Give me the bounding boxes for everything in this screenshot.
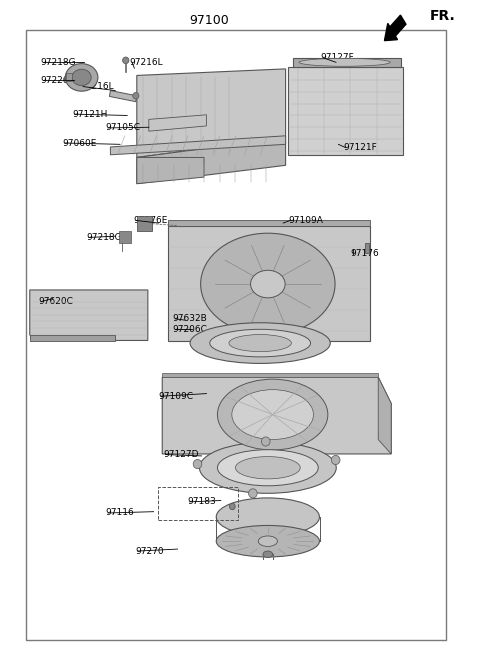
- Ellipse shape: [236, 457, 300, 479]
- Ellipse shape: [217, 379, 328, 450]
- Text: 97127D: 97127D: [163, 450, 199, 459]
- Ellipse shape: [251, 270, 285, 298]
- Ellipse shape: [193, 459, 202, 468]
- Ellipse shape: [190, 323, 330, 363]
- Text: 97109A: 97109A: [288, 216, 323, 225]
- Text: 97105C: 97105C: [106, 123, 141, 133]
- Text: 97121H: 97121H: [72, 110, 108, 119]
- Ellipse shape: [72, 69, 91, 86]
- Ellipse shape: [65, 64, 98, 91]
- Polygon shape: [137, 157, 204, 184]
- Polygon shape: [162, 377, 391, 454]
- Text: 97270: 97270: [135, 546, 164, 556]
- Polygon shape: [162, 373, 378, 377]
- Text: 97632B: 97632B: [173, 314, 207, 323]
- Text: 97127F: 97127F: [321, 53, 354, 62]
- Text: 97216L: 97216L: [130, 58, 163, 67]
- Polygon shape: [168, 220, 370, 226]
- Text: FR.: FR.: [430, 9, 456, 24]
- Ellipse shape: [217, 450, 318, 485]
- Text: 97620C: 97620C: [38, 297, 73, 306]
- Polygon shape: [149, 115, 206, 131]
- FancyArrow shape: [384, 15, 406, 41]
- Ellipse shape: [201, 234, 335, 335]
- Text: 97176E: 97176E: [133, 216, 168, 225]
- Text: 97183: 97183: [187, 497, 216, 506]
- Ellipse shape: [331, 455, 340, 464]
- Text: 97218G: 97218G: [86, 233, 122, 242]
- Polygon shape: [288, 67, 403, 155]
- Polygon shape: [293, 58, 401, 67]
- Ellipse shape: [132, 92, 139, 99]
- Ellipse shape: [258, 536, 277, 546]
- Ellipse shape: [249, 489, 257, 498]
- Text: 97226D: 97226D: [41, 75, 76, 85]
- Text: 97176: 97176: [350, 249, 379, 258]
- Polygon shape: [109, 91, 137, 102]
- Text: 97060E: 97060E: [62, 138, 97, 148]
- Bar: [365, 243, 369, 253]
- Ellipse shape: [299, 58, 390, 66]
- Text: 97121F: 97121F: [343, 143, 377, 152]
- Polygon shape: [168, 226, 370, 341]
- Ellipse shape: [216, 498, 320, 536]
- Ellipse shape: [263, 551, 273, 558]
- Bar: [158, 487, 238, 520]
- Text: 97218G: 97218G: [41, 58, 76, 67]
- Bar: [137, 216, 152, 231]
- Ellipse shape: [216, 525, 320, 557]
- Ellipse shape: [210, 329, 311, 357]
- Polygon shape: [30, 290, 148, 340]
- Text: 97109C: 97109C: [158, 392, 193, 401]
- Ellipse shape: [262, 437, 270, 446]
- Ellipse shape: [232, 390, 313, 440]
- Polygon shape: [378, 377, 391, 454]
- Polygon shape: [66, 73, 72, 81]
- Polygon shape: [137, 138, 286, 184]
- Text: 97216L: 97216L: [81, 82, 114, 91]
- Ellipse shape: [229, 335, 291, 352]
- Text: 97206C: 97206C: [173, 325, 208, 334]
- Ellipse shape: [229, 503, 235, 510]
- Text: 97116: 97116: [106, 508, 134, 518]
- Polygon shape: [110, 136, 286, 155]
- Polygon shape: [30, 335, 115, 341]
- Ellipse shape: [123, 57, 129, 64]
- Bar: [119, 231, 131, 243]
- Ellipse shape: [200, 442, 336, 493]
- Polygon shape: [137, 69, 286, 157]
- Text: 97100: 97100: [189, 14, 228, 28]
- Bar: [26, 30, 446, 640]
